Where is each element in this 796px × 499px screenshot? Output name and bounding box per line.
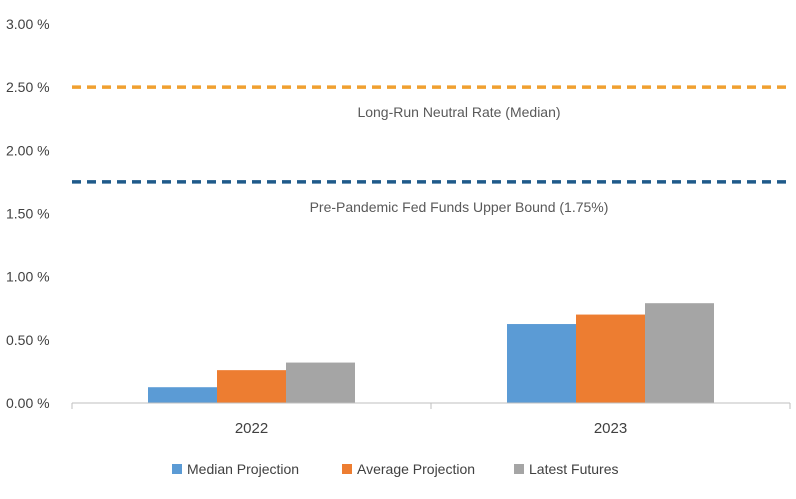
y-tick-label: 1.00 %: [6, 269, 50, 285]
legend-swatch: [514, 464, 524, 474]
x-tick-label: 2022: [235, 420, 268, 437]
legend-swatch: [342, 464, 352, 474]
legend-label: Latest Futures: [529, 461, 619, 477]
reference-line-label: Long-Run Neutral Rate (Median): [357, 104, 560, 120]
y-tick-label: 0.50 %: [6, 332, 50, 348]
reference-lines: Long-Run Neutral Rate (Median) Pre-Pandem…: [72, 85, 790, 215]
reference-line-label: Pre-Pandemic Fed Funds Upper Bound (1.75…: [310, 199, 609, 215]
y-tick-label: 1.50 %: [6, 206, 50, 222]
x-tick-label: 2023: [594, 420, 627, 437]
y-tick-label: 3.00 %: [6, 16, 50, 32]
bars: [148, 303, 714, 403]
bar-average-projection-2022: [217, 370, 286, 403]
x-axis: 2022 2023: [71, 402, 791, 437]
legend-label: Average Projection: [357, 461, 475, 477]
y-tick-label: 2.00 %: [6, 142, 50, 158]
y-axis: 0.00 % 0.50 % 1.00 % 1.50 % 2.00 % 2.50 % 3.00…: [6, 16, 50, 411]
y-tick-label: 2.50 %: [6, 79, 50, 95]
bar-median-projection-2022: [148, 387, 217, 403]
bar-latest-futures-2023: [645, 303, 714, 403]
legend-swatch: [172, 464, 182, 474]
legend-label: Median Projection: [187, 461, 299, 477]
legend: Median Projection Average Projection Lates…: [172, 461, 619, 477]
bar-median-projection-2023: [507, 324, 576, 403]
y-tick-label: 0.00 %: [6, 395, 50, 411]
bar-latest-futures-2022: [286, 362, 355, 403]
bar-average-projection-2023: [576, 314, 645, 403]
